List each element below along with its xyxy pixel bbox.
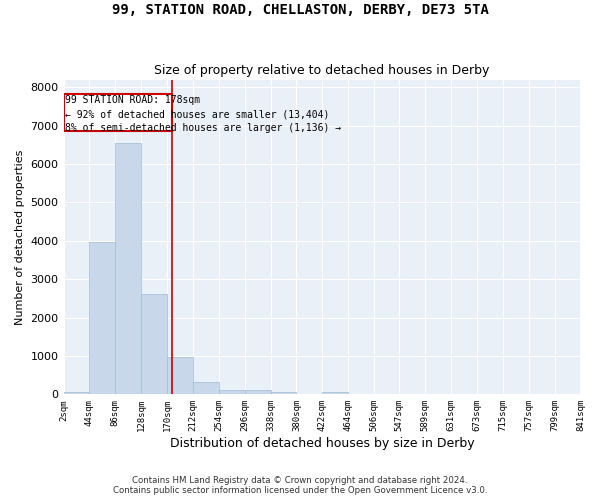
Bar — [64, 392, 89, 394]
Bar — [245, 390, 271, 394]
Bar — [193, 382, 219, 394]
Bar — [167, 358, 193, 395]
Bar — [271, 392, 296, 394]
Title: Size of property relative to detached houses in Derby: Size of property relative to detached ho… — [154, 64, 490, 77]
Bar — [219, 390, 245, 394]
Text: 99 STATION ROAD: 178sqm
← 92% of detached houses are smaller (13,404)
8% of semi: 99 STATION ROAD: 178sqm ← 92% of detache… — [65, 96, 341, 134]
Text: Contains HM Land Registry data © Crown copyright and database right 2024.
Contai: Contains HM Land Registry data © Crown c… — [113, 476, 487, 495]
X-axis label: Distribution of detached houses by size in Derby: Distribution of detached houses by size … — [170, 437, 475, 450]
Y-axis label: Number of detached properties: Number of detached properties — [15, 150, 25, 324]
Text: 99, STATION ROAD, CHELLASTON, DERBY, DE73 5TA: 99, STATION ROAD, CHELLASTON, DERBY, DE7… — [112, 2, 488, 16]
Bar — [89, 242, 115, 394]
Bar — [64, 94, 172, 132]
Bar — [141, 294, 167, 394]
Bar — [322, 392, 348, 394]
Bar — [115, 142, 141, 394]
